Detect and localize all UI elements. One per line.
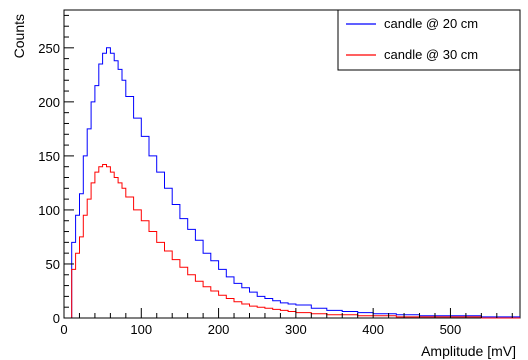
x-tick-label: 100: [130, 322, 152, 337]
y-tick-label: 150: [38, 149, 60, 164]
y-tick-label: 0: [53, 311, 60, 326]
y-tick-label: 50: [46, 257, 60, 272]
y-tick-label: 100: [38, 203, 60, 218]
x-tick-label: 300: [285, 322, 307, 337]
legend: candle @ 20 cm candle @ 30 cm: [337, 9, 521, 71]
x-tick-label: 500: [440, 322, 462, 337]
plot-frame: [63, 9, 521, 319]
legend-label-20cm: candle @ 20 cm: [384, 16, 478, 31]
y-tick-label: 200: [38, 95, 60, 110]
x-axis-title: Amplitude [mV]: [421, 343, 516, 359]
y-axis-title: Counts: [11, 14, 27, 58]
x-tick-label: 0: [60, 322, 67, 337]
series-line-0: [64, 47, 520, 319]
x-tick-label: 400: [362, 322, 384, 337]
series-layer: [64, 47, 520, 319]
legend-box: [337, 9, 521, 71]
legend-label-30cm: candle @ 30 cm: [384, 47, 478, 62]
x-axis: 0 100 200 300 400 500: [60, 308, 513, 337]
series-line-1: [64, 164, 520, 319]
x-tick-label: 200: [208, 322, 230, 337]
y-axis: 0 50 100 150 200 250: [38, 14, 74, 326]
y-tick-label: 250: [38, 41, 60, 56]
